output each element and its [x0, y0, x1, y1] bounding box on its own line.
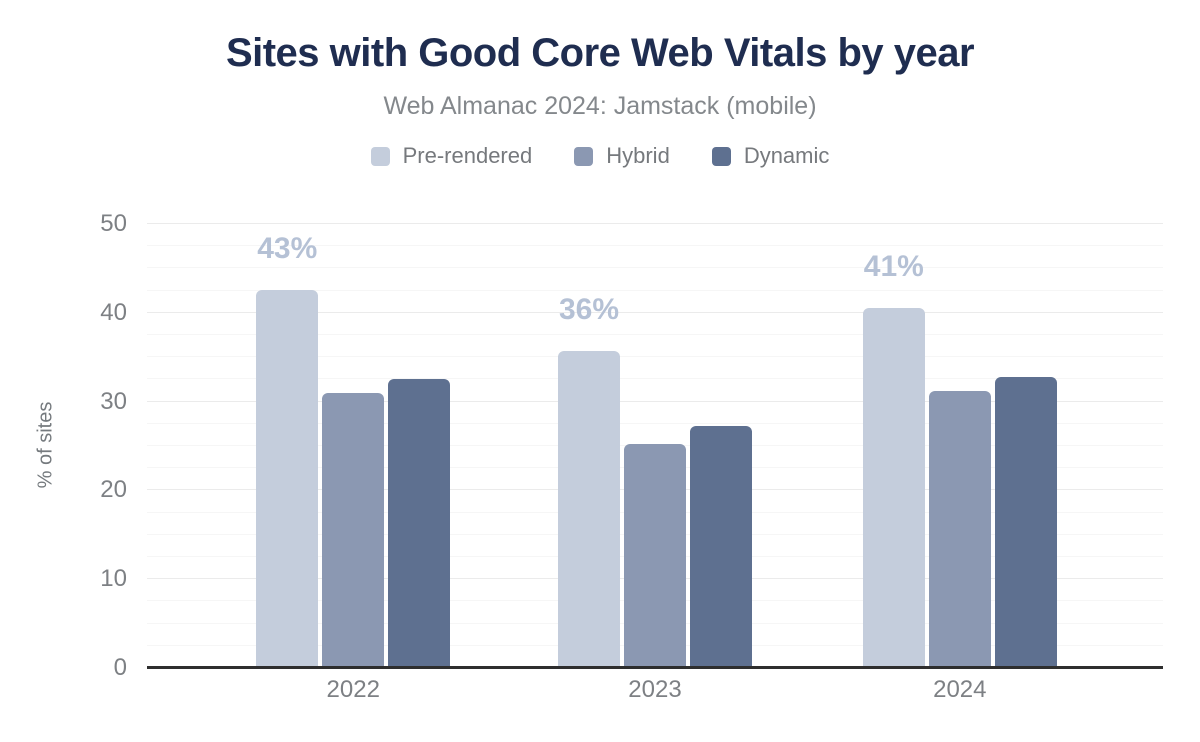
bar-hybrid-2024	[928, 390, 991, 668]
x-axis-line	[147, 666, 1163, 669]
major-gridline	[147, 311, 1163, 313]
legend-swatch-icon	[574, 146, 594, 166]
bar-pre-rendered-2022	[256, 289, 319, 668]
bar-hybrid-2023	[624, 444, 686, 668]
chart-legend: Pre-rendered Hybrid Dynamic	[0, 143, 1200, 169]
bar-dynamic-2024	[994, 376, 1057, 668]
data-label-pre-rendered-2023: 36%	[558, 292, 620, 326]
y-axis-ticks: 0 10 20 30 40 50	[0, 210, 137, 681]
y-tick-label: 50	[100, 210, 127, 237]
data-label-pre-rendered-2024: 41%	[863, 250, 924, 284]
x-tick-label-2022: 2022	[326, 676, 380, 703]
minor-gridline	[147, 245, 1163, 247]
minor-gridline	[147, 334, 1163, 335]
y-tick-label: 0	[113, 654, 127, 681]
bar-pre-rendered-2024	[862, 308, 925, 668]
legend-label: Hybrid	[606, 143, 670, 168]
chart-title: Sites with Good Core Web Vitals by year	[225, 31, 975, 75]
bar-hybrid-2022	[322, 392, 385, 668]
bar-dynamic-2022	[388, 379, 451, 668]
legend-swatch-icon	[711, 146, 731, 166]
chart-subtitle: Web Almanac 2024: Jamstack (mobile)	[383, 92, 817, 120]
minor-gridline	[147, 289, 1163, 291]
minor-gridline	[147, 378, 1163, 380]
x-axis-labels: 2022 2023 2024	[147, 676, 1163, 706]
legend-label: Dynamic	[743, 143, 830, 168]
minor-gridline	[147, 356, 1163, 358]
y-tick-label: 40	[100, 298, 127, 326]
legend-item-dynamic: Dynamic	[711, 143, 830, 169]
x-tick-label-2023: 2023	[628, 676, 682, 703]
y-tick-label: 20	[100, 476, 127, 504]
bar-dynamic-2023	[690, 426, 752, 668]
x-tick-label-2024: 2024	[933, 676, 987, 703]
minor-gridline	[147, 267, 1163, 269]
bar-pre-rendered-2023	[558, 350, 620, 668]
legend-item-pre-rendered: Pre-rendered	[370, 143, 533, 169]
data-label-pre-rendered-2022: 43%	[257, 231, 318, 265]
y-tick-label: 30	[100, 387, 127, 415]
major-gridline	[147, 223, 1163, 224]
major-gridline	[147, 400, 1163, 402]
y-tick-label: 10	[100, 565, 127, 593]
minor-gridline	[147, 422, 1163, 424]
legend-label: Pre-rendered	[402, 143, 533, 168]
legend-item-hybrid: Hybrid	[574, 143, 670, 169]
legend-swatch-icon	[370, 146, 390, 166]
plot-area: 43% 36% 41%	[147, 223, 1163, 669]
